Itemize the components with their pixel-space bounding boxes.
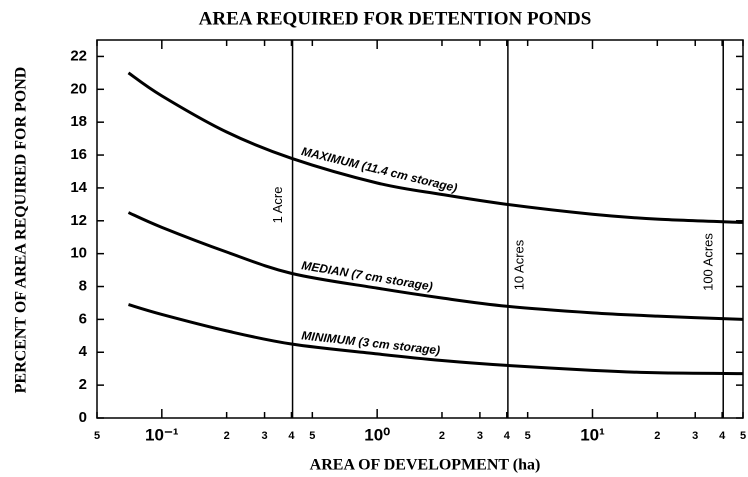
y-axis-label: PERCENT OF AREA REQUIRED FOR POND [13,67,30,394]
y-tick-label: 20 [70,80,87,97]
x-tick-label: 5 [94,430,100,442]
x-tick-label: 10⁻¹ [145,425,179,444]
x-tick-label: 5 [309,430,315,442]
y-tick-label: 16 [70,146,87,163]
plot-frame [96,39,744,419]
y-tick-label: 8 [79,277,87,294]
x-tick-label: 4 [504,430,511,442]
y-tick-label: 2 [79,376,87,393]
y-tick-label: 18 [70,113,87,130]
data-line [127,211,744,321]
x-tick-label: 10⁰ [364,425,390,444]
data-line [128,303,744,376]
data-line [127,71,744,224]
y-tick-label: 6 [79,310,87,327]
x-tick-label: 5 [525,430,531,442]
y-tick-label: 22 [70,47,87,64]
x-tick-label: 10¹ [580,425,605,444]
chart-title: AREA REQUIRED FOR DETENTION PONDS [199,8,592,29]
y-tick-label: 4 [79,343,88,360]
x-tick-label: 4 [288,430,295,442]
x-tick-label: 3 [477,430,483,442]
series-label: MEDIAN (7 cm storage) [300,258,433,293]
x-tick-label: 2 [654,430,660,442]
y-tick-label: 14 [70,179,87,196]
reference-label: 1 Acre [270,187,285,224]
reference-label: 100 Acres [701,233,716,291]
x-tick-label: 4 [719,430,726,442]
y-tick-label: 10 [70,245,87,262]
x-tick-label: 5 [740,430,746,442]
reference-label: 10 Acres [511,239,526,290]
x-tick-label: 2 [224,430,230,442]
y-tick-label: 0 [79,409,87,426]
y-tick-label: 12 [70,212,87,229]
x-tick-label: 2 [439,430,445,442]
x-tick-label: 3 [692,430,698,442]
x-tick-label: 3 [261,430,267,442]
x-axis-label: AREA OF DEVELOPMENT (ha) [310,457,541,474]
